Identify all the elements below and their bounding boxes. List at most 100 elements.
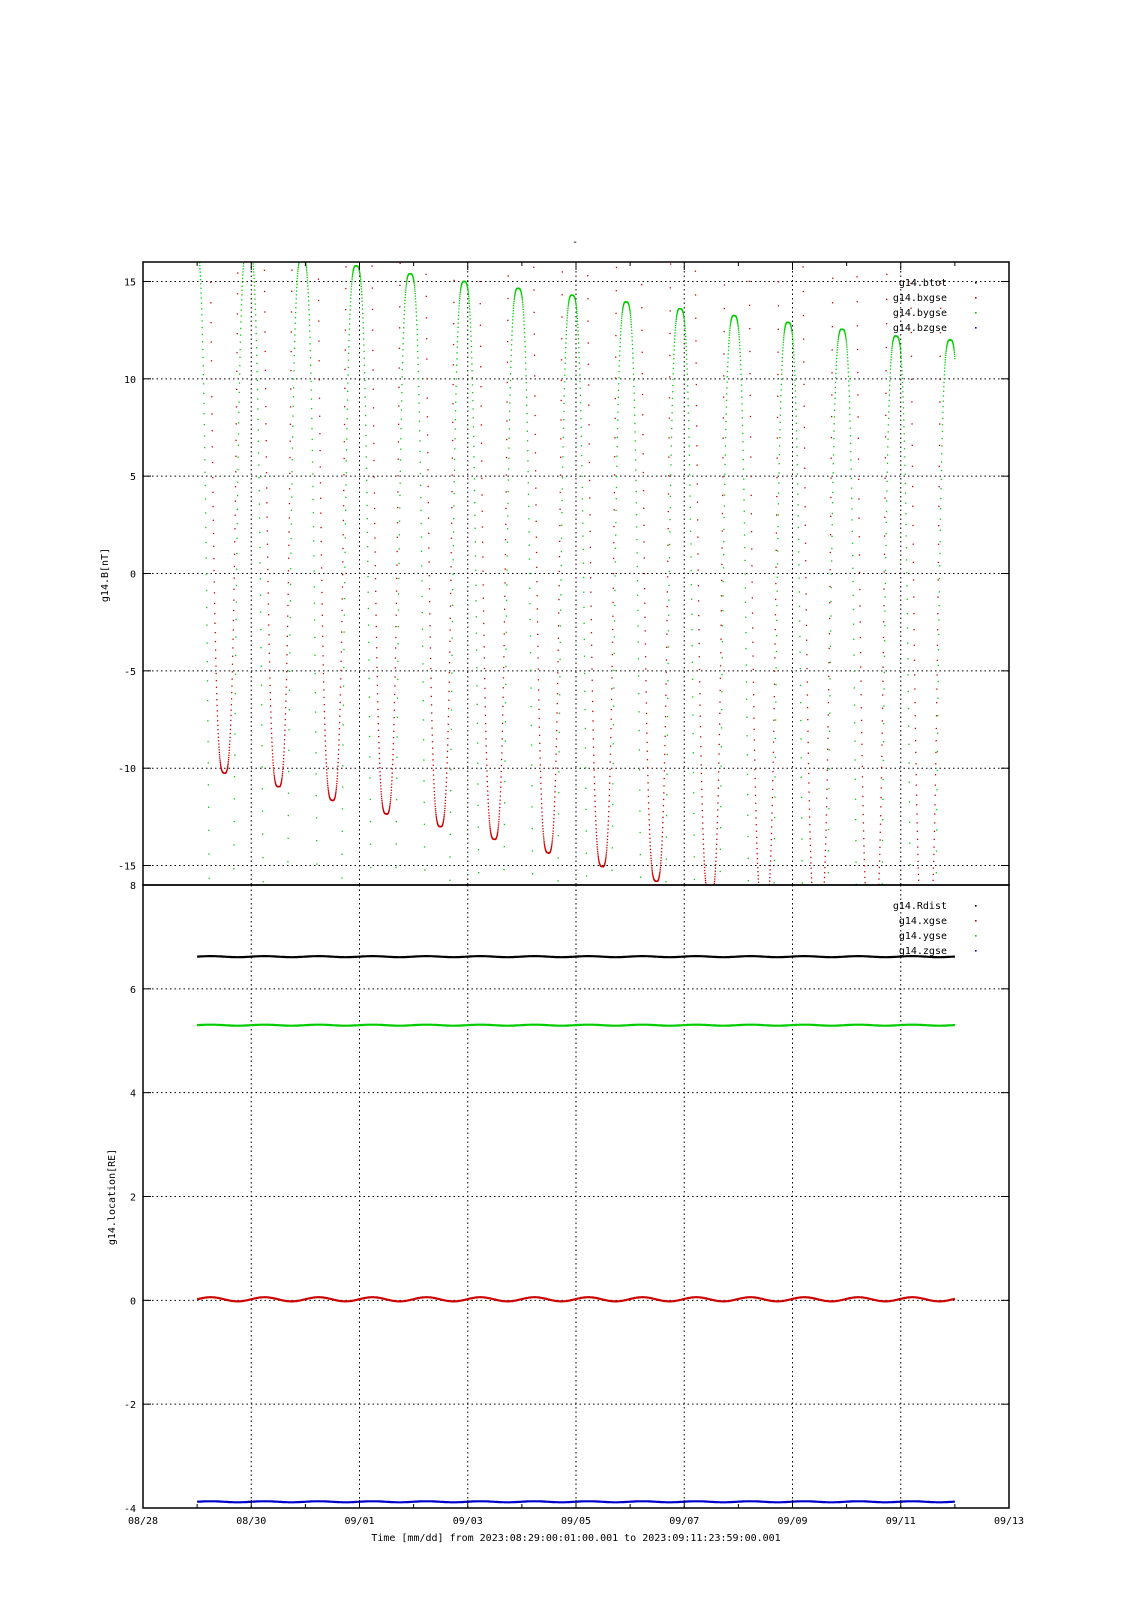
b-data-point	[395, 614, 397, 616]
b-data-point	[514, 292, 516, 294]
b-data-point	[933, 853, 935, 856]
b-data-point	[206, 642, 208, 644]
b-data-point	[584, 727, 586, 730]
b-data-point	[685, 346, 687, 348]
b-data-point	[615, 334, 617, 337]
b-data-point	[285, 693, 287, 695]
b-data-point	[504, 568, 506, 570]
b-data-point	[900, 360, 903, 362]
b-data-point	[348, 323, 351, 325]
b-data-point	[341, 853, 343, 855]
b-data-point	[496, 833, 498, 836]
b-data-point	[504, 553, 507, 556]
b-data-point	[746, 735, 748, 737]
b-data-point	[204, 446, 206, 449]
b-data-point	[902, 396, 904, 398]
b-data-point	[666, 605, 668, 608]
b-data-point	[669, 354, 671, 357]
b-data-point	[292, 415, 294, 417]
b-data-point	[345, 484, 347, 486]
b-data-point	[802, 266, 804, 268]
b-data-point	[392, 759, 394, 761]
b-data-point	[899, 348, 902, 351]
b-data-point	[290, 552, 292, 554]
b-data-point	[472, 435, 475, 438]
b-data-point	[636, 580, 639, 582]
b-data-point	[306, 270, 308, 272]
b-data-point	[901, 377, 903, 379]
b-data-point	[537, 645, 539, 648]
b-data-point	[445, 789, 447, 791]
b-data-point	[652, 876, 654, 878]
b-data-point	[660, 862, 662, 864]
b-data-point	[338, 749, 340, 751]
b-data-point	[620, 330, 622, 333]
b-data-point	[834, 392, 836, 394]
b-data-point	[429, 613, 431, 615]
b-data-point	[694, 294, 697, 296]
b-data-point	[791, 329, 793, 331]
b-data-point	[590, 605, 592, 607]
b-data-point	[587, 363, 590, 365]
b-data-point	[714, 878, 716, 880]
b-data-point	[666, 773, 668, 775]
b-data-point	[936, 769, 938, 772]
b-data-point	[621, 311, 623, 314]
b-data-point	[214, 622, 216, 624]
b-data-point	[805, 624, 808, 627]
b-data-point	[525, 375, 527, 377]
b-data-point	[883, 688, 885, 690]
b-data-point	[513, 301, 515, 303]
b-data-point	[917, 846, 919, 848]
b-data-point	[795, 408, 797, 411]
b-data-point	[436, 820, 438, 822]
b-data-point	[289, 456, 291, 459]
b-data-point	[631, 339, 633, 342]
b-data-point	[942, 390, 945, 392]
b-data-point	[585, 830, 587, 832]
b-data-point	[539, 770, 542, 773]
b-data-point	[900, 352, 902, 355]
b-data-point	[658, 874, 661, 876]
b-data-point	[667, 528, 669, 530]
b-data-point	[468, 297, 470, 300]
b-data-point	[613, 636, 616, 638]
b-data-point	[635, 513, 638, 516]
b-data-point	[336, 782, 338, 785]
b-data-point	[939, 401, 941, 403]
b-data-point	[743, 510, 745, 512]
b-data-point	[260, 704, 263, 706]
b-data-point	[232, 647, 234, 649]
b-data-point	[505, 456, 508, 459]
b-data-point	[451, 637, 453, 639]
b-data-point	[594, 815, 597, 817]
b-data-point	[686, 358, 688, 360]
b-data-point	[739, 355, 741, 357]
b-data-point	[271, 749, 273, 751]
b-data-point	[498, 810, 501, 812]
b-data-point	[703, 848, 705, 850]
b-data-point	[939, 552, 941, 555]
b-data-point	[885, 346, 887, 349]
b-data-point	[382, 805, 384, 808]
b-data-point	[775, 582, 777, 585]
b-data-point	[891, 346, 893, 348]
b-data-point	[782, 344, 784, 346]
b-data-point	[467, 287, 469, 290]
b-data-point	[425, 317, 428, 319]
b-data-point	[266, 543, 269, 545]
b-data-point	[832, 472, 834, 474]
b-data-point	[776, 576, 778, 578]
b-data-point	[743, 478, 745, 480]
b-data-point	[562, 436, 564, 439]
b-data-point	[722, 437, 724, 439]
b-data-point	[403, 317, 405, 320]
b-data-point	[499, 791, 502, 793]
b-data-point	[404, 299, 406, 302]
b-data-point	[596, 838, 598, 840]
b-data-point	[642, 471, 644, 474]
b-data-point	[899, 345, 901, 347]
b-data-point	[722, 476, 724, 478]
b-data-point	[722, 553, 725, 556]
